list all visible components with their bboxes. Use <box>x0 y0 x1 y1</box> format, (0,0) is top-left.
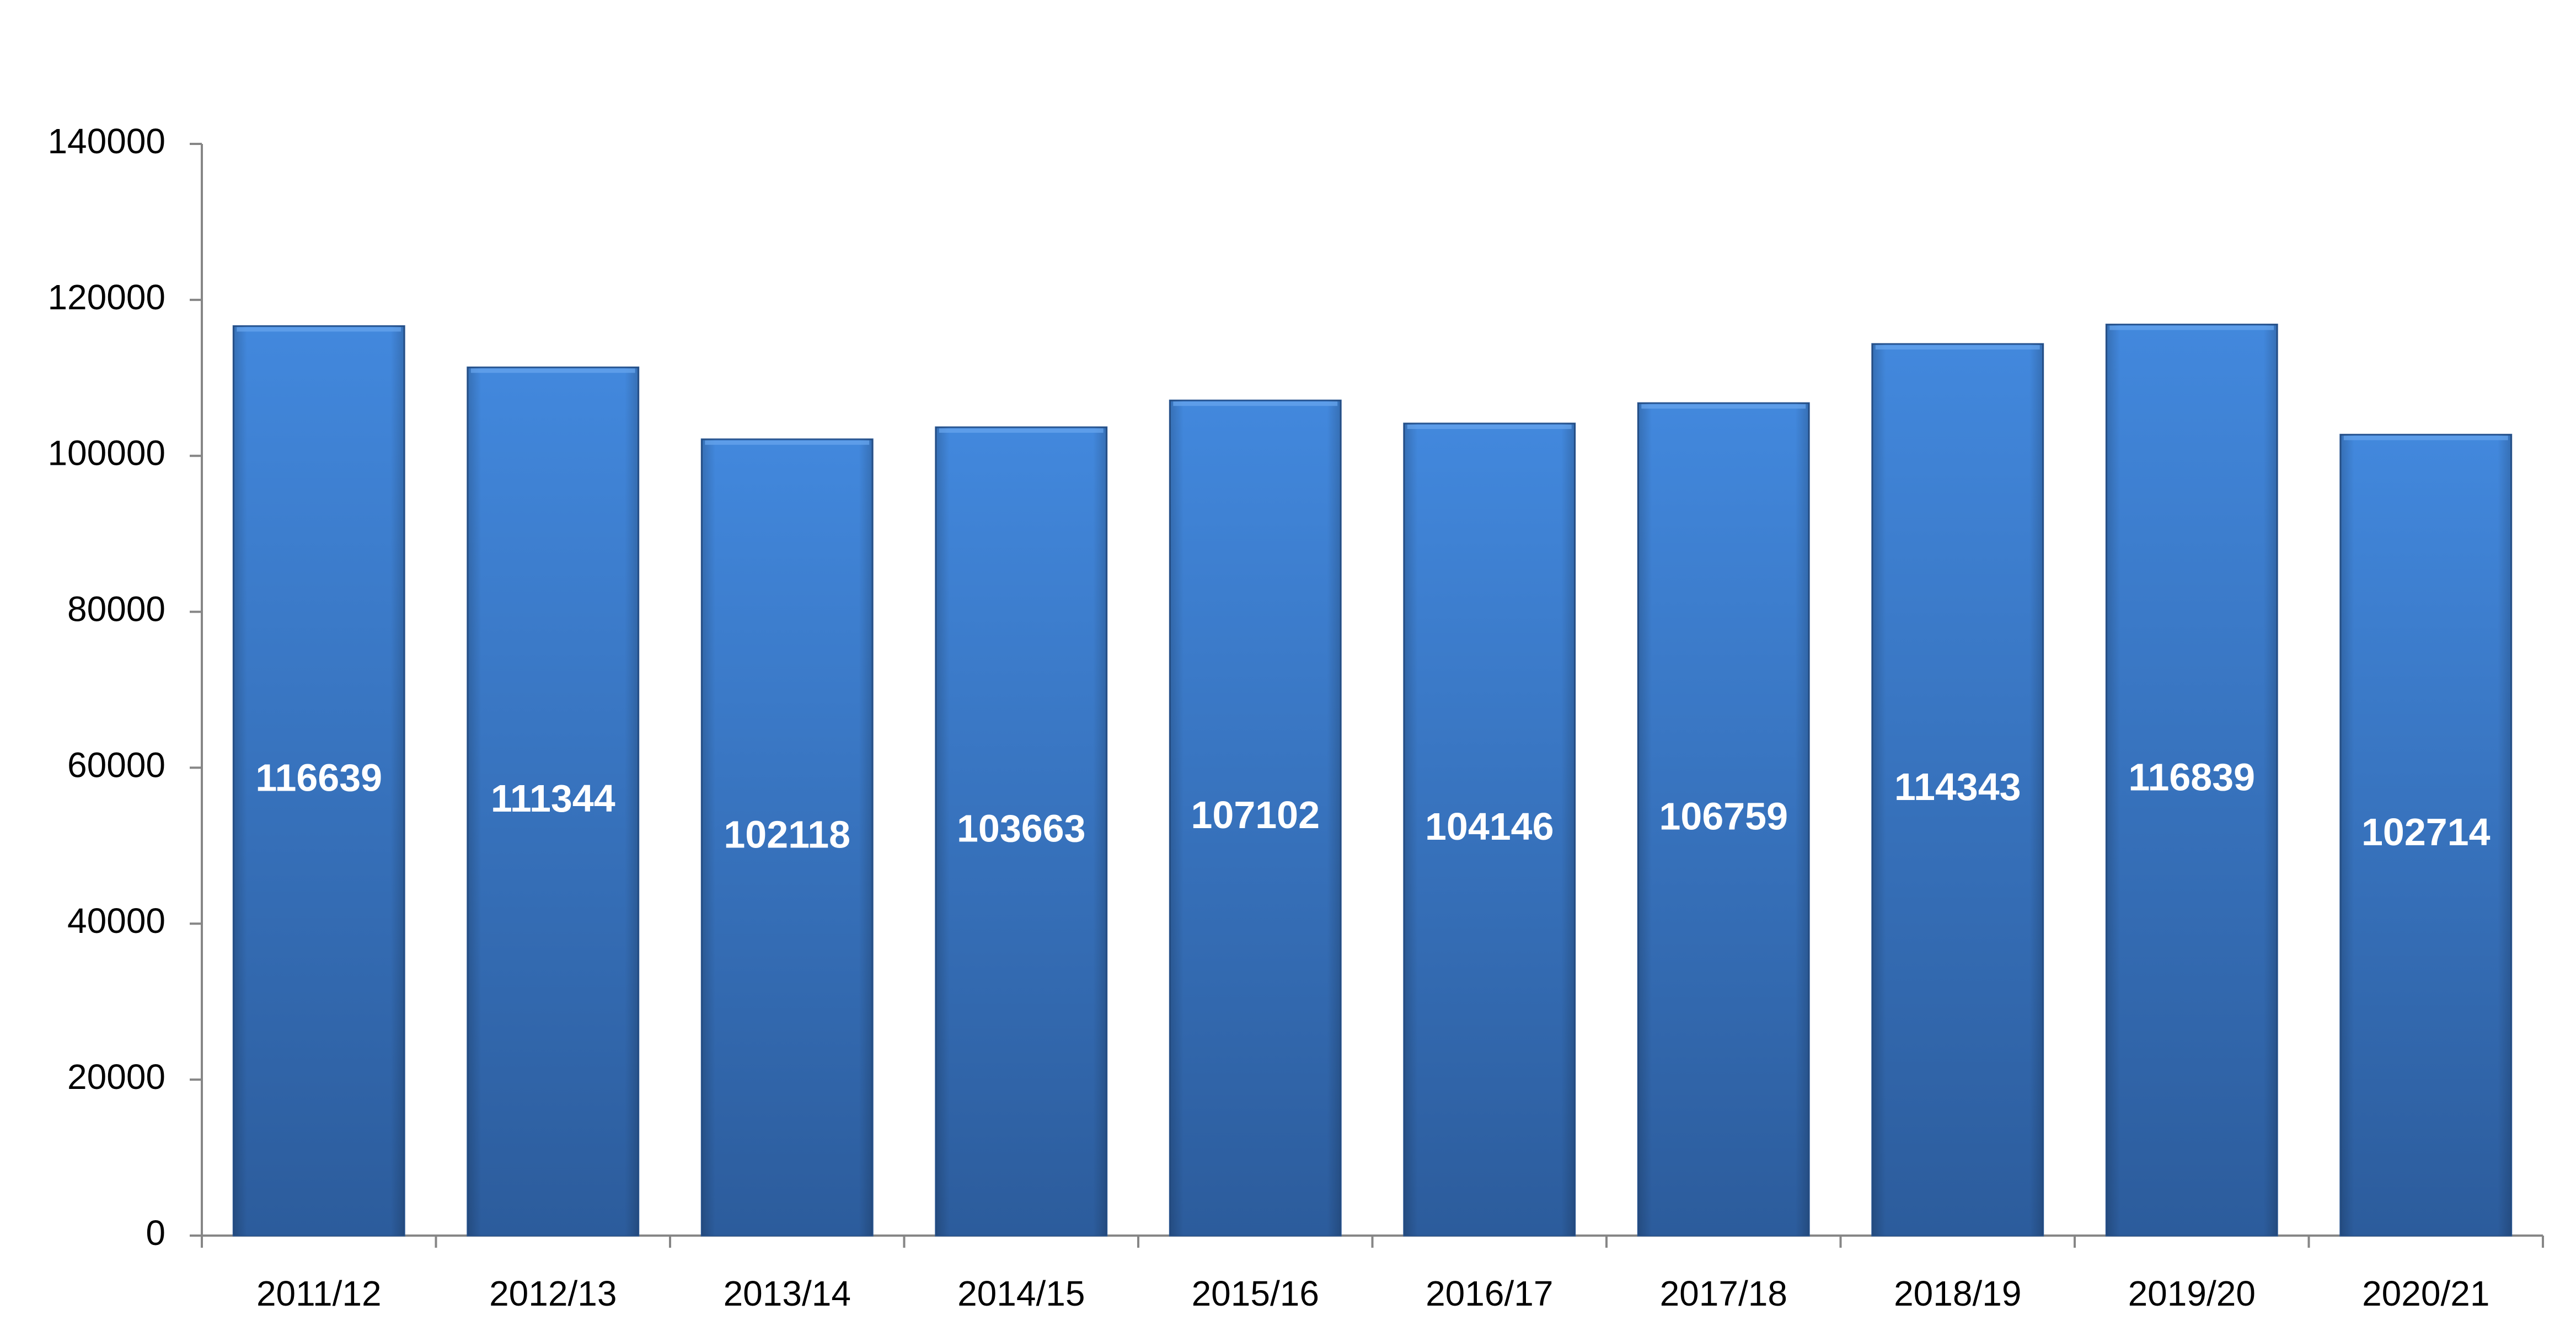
x-tick-label: 2020/21 <box>2362 1274 2489 1313</box>
data-label: 102714 <box>2361 810 2491 853</box>
data-label: 104146 <box>1425 805 1554 848</box>
y-tick-label: 0 <box>146 1213 165 1253</box>
data-label: 111344 <box>491 777 615 820</box>
x-tick-label: 2015/16 <box>1192 1274 1319 1313</box>
bar-cap <box>939 428 1104 433</box>
x-tick-label: 2017/18 <box>1660 1274 1787 1313</box>
x-tick-label: 2019/20 <box>2128 1274 2256 1313</box>
bar-cap <box>2343 436 2508 441</box>
y-tick-label: 60000 <box>67 745 165 785</box>
data-label: 107102 <box>1191 793 1320 836</box>
y-tick-label: 40000 <box>67 901 165 941</box>
bar-cap <box>705 440 870 445</box>
data-label: 102118 <box>724 813 850 856</box>
y-tick-label: 20000 <box>67 1057 165 1097</box>
data-label: 116839 <box>2128 755 2255 798</box>
bar-cap <box>1407 425 1572 430</box>
x-tick-label: 2011/12 <box>256 1274 382 1313</box>
x-tick-label: 2018/19 <box>1894 1274 2021 1313</box>
y-tick-label: 80000 <box>67 589 165 629</box>
data-label: 103663 <box>957 807 1086 850</box>
bar-cap <box>1641 404 1806 409</box>
x-tick-label: 2016/17 <box>1426 1274 1553 1313</box>
bar-cap <box>1173 401 1338 406</box>
y-tick-label: 100000 <box>47 433 165 473</box>
bar-cap <box>2109 325 2274 330</box>
data-label: 116639 <box>255 756 382 799</box>
data-label: 114343 <box>1894 765 2021 808</box>
data-label: 106759 <box>1659 795 1788 838</box>
x-tick-label: 2012/13 <box>489 1274 617 1313</box>
y-tick-label: 120000 <box>47 277 165 317</box>
x-tick-label: 2014/15 <box>957 1274 1085 1313</box>
bar-cap <box>1875 345 2040 350</box>
bar-cap <box>237 327 401 332</box>
x-tick-label: 2013/14 <box>724 1274 851 1313</box>
y-tick-label: 140000 <box>47 121 165 161</box>
bar-cap <box>470 368 635 373</box>
